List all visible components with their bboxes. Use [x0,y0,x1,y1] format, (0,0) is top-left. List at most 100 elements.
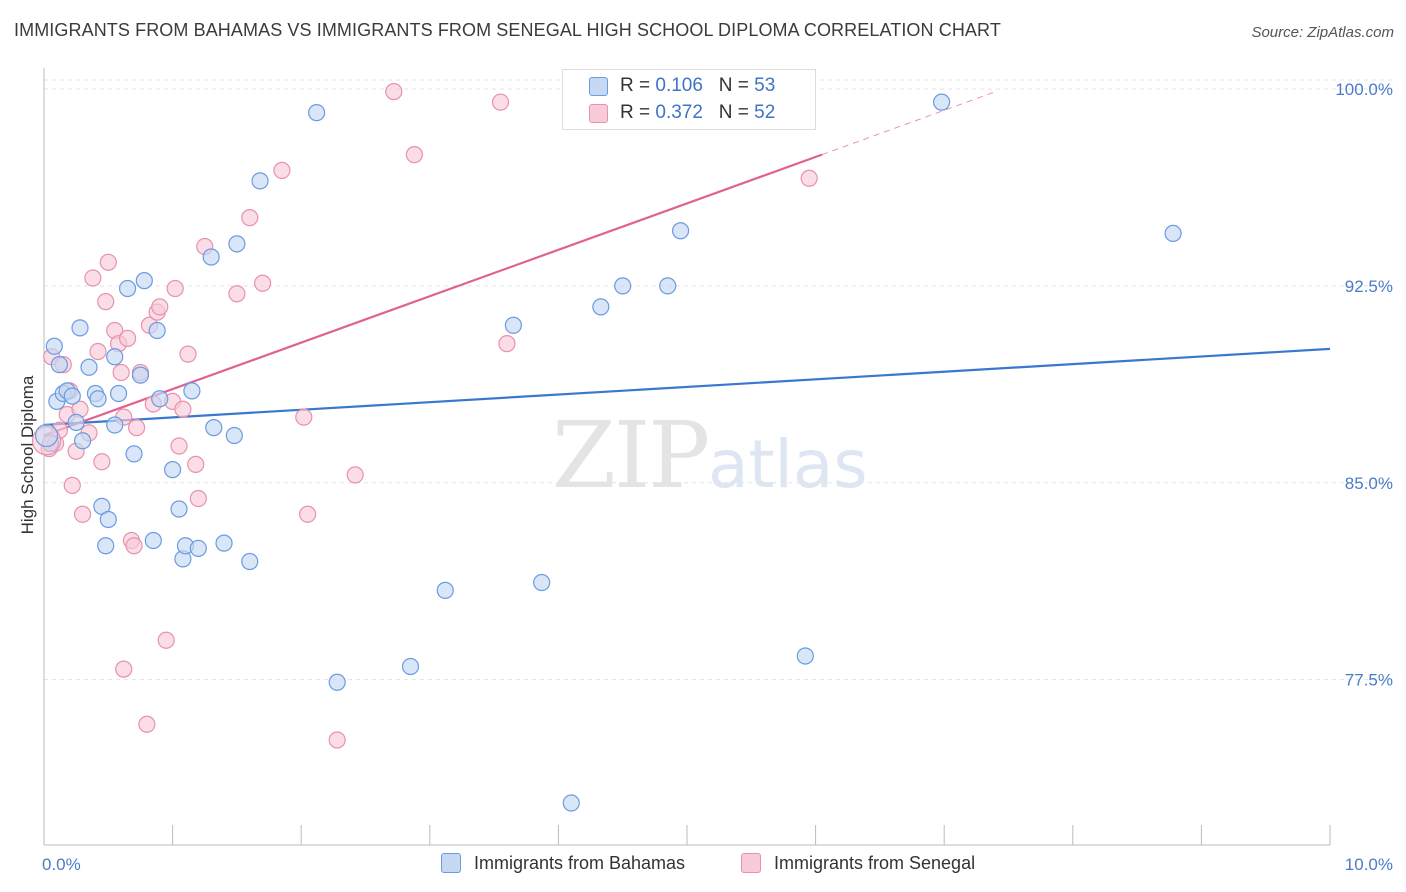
bahamas-trend-line [43,347,1331,427]
bahamas-point [106,416,124,434]
senegal-point [187,455,205,473]
tick-labels: 100.0% 92.5% 85.0% 77.5% 0.0% 10.0% [42,80,1393,874]
bottom-legend-label: Immigrants from Bahamas [474,853,686,873]
bahamas-swatch [589,77,608,96]
x-tick-label: 0.0% [42,855,81,874]
bahamas-point [1164,224,1182,242]
senegal-trend-line [43,153,823,437]
bahamas-point [328,673,346,691]
senegal-point [273,161,291,179]
senegal-point [63,476,81,494]
senegal-point [115,660,133,678]
correlation-legend: R = 0.106 N = 53 R = 0.372 N = 52 [562,69,816,130]
bahamas-point [614,277,632,295]
bahamas-point [164,461,182,479]
axes [43,68,1331,846]
bahamas-point [401,657,420,676]
y-tick-label: 85.0% [1345,474,1393,493]
bahamas-point [228,235,246,253]
bahamas-point [97,537,115,555]
senegal-point [179,345,197,363]
senegal-trend-extension [821,91,996,156]
bahamas-point [106,348,124,366]
senegal-point [125,537,143,555]
bahamas-point [533,573,551,592]
senegal-point [84,269,102,287]
bahamas-point [189,539,207,557]
legend-n-label: N = [718,75,749,96]
bahamas-point [170,500,188,518]
senegal-point [491,93,510,111]
senegal-point [385,83,403,101]
legend-r-label: R = [620,102,651,123]
bahamas-point [63,387,81,405]
bahamas-point [50,356,69,374]
y-tick-label: 100.0% [1335,80,1393,99]
bahamas-point [215,534,233,552]
legend-text-bahamas: R = 0.106 N = 53 [620,75,775,97]
bahamas-point [933,93,951,111]
senegal-point [97,293,115,311]
senegal-point [157,631,175,649]
senegal-point [166,279,184,298]
bahamas-point [436,581,454,599]
senegal-point [174,400,192,418]
bahamas-point [205,419,223,437]
bottom-legend-label: Immigrants from Senegal [774,853,976,873]
bahamas-point [251,172,269,190]
bahamas-point [183,382,201,400]
senegal-swatch [589,104,608,123]
senegal-point [127,419,146,437]
bahamas-point [99,510,117,529]
bahamas-point [504,316,522,334]
source-label: Source: ZipAtlas.com [1251,24,1394,41]
senegal-point [405,146,423,164]
bahamas-point [135,272,153,290]
bahamas-point [89,390,107,408]
senegal-point [93,453,111,471]
senegal-point [299,505,317,523]
bahamas-point [148,321,166,340]
bahamas-point [80,358,98,376]
watermark-atlas: atlas [708,426,868,503]
senegal-point [800,169,818,187]
bahamas-point [308,104,326,122]
senegal-point [346,466,364,484]
legend-n-value: 52 [754,102,776,123]
bahamas-point [71,319,89,337]
senegal-point [112,363,130,382]
senegal-point [151,298,169,316]
bahamas-point [659,277,677,295]
legend-text-senegal: R = 0.372 N = 52 [620,102,775,124]
bahamas-point [241,552,259,571]
senegal-point [118,329,137,347]
grid [44,79,1394,681]
watermark-zip: ZIP [552,402,710,509]
senegal-swatch [741,853,761,873]
bahamas-point [151,390,169,408]
senegal-point [498,335,516,353]
y-tick-label: 77.5% [1345,671,1393,690]
legend-n-value: 53 [754,75,776,96]
bahamas-point [131,366,150,384]
y-tick-label: 92.5% [1345,277,1393,296]
senegal-point [73,505,92,523]
senegal-point [228,285,246,303]
bahamas-point [562,794,580,812]
bahamas-point [118,279,137,298]
bahamas-point [225,426,243,445]
data-points [31,83,1182,812]
senegal-point [138,715,156,733]
bahamas-point [45,337,63,355]
bahamas-point [202,248,220,266]
bahamas-swatch [441,853,461,873]
bahamas-point [125,445,143,463]
senegal-point [170,437,188,455]
legend-n-label: N = [718,102,749,123]
watermark: ZIPatlas [552,402,868,509]
legend-r-value: 0.372 [655,102,703,123]
bahamas-point [144,531,162,550]
senegal-point [89,342,107,361]
senegal-point [189,489,207,508]
